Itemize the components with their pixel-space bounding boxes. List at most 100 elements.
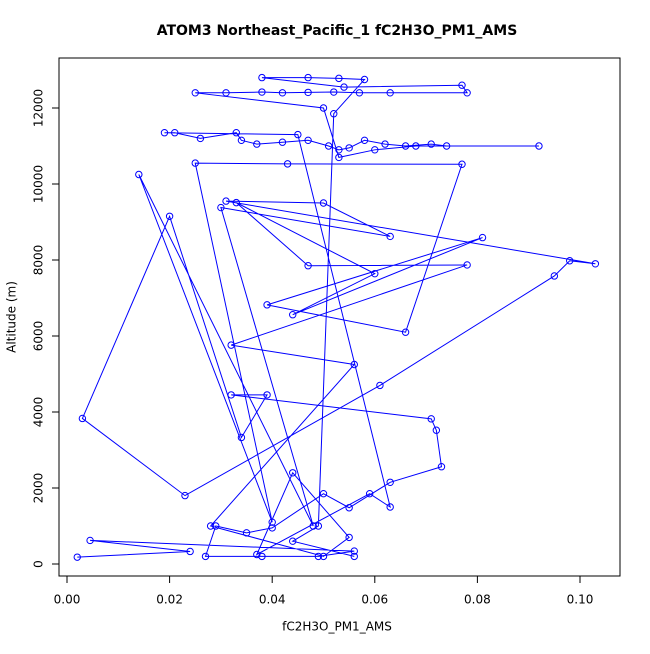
y-tick-label: 8000 <box>32 245 46 276</box>
x-tick-label: 0.02 <box>156 593 183 607</box>
data-point <box>401 142 410 150</box>
data-point <box>350 547 358 555</box>
data-point <box>304 262 312 270</box>
data-point <box>191 159 199 167</box>
data-point <box>232 198 240 207</box>
data-point <box>314 552 323 561</box>
data-point <box>212 522 220 530</box>
data-point <box>437 463 446 471</box>
data-point <box>478 233 487 242</box>
data-point <box>591 260 600 268</box>
data-point <box>283 160 292 168</box>
data-point <box>304 73 312 82</box>
data-point <box>432 426 441 434</box>
data-point <box>319 104 328 112</box>
data-point <box>319 199 328 207</box>
data-point <box>386 503 394 511</box>
data-point <box>427 415 435 423</box>
data-point <box>206 522 215 530</box>
data-point <box>294 130 302 139</box>
data-point <box>458 81 466 89</box>
data-point <box>237 433 246 442</box>
y-tick-label: 10000 <box>32 165 46 203</box>
data-point <box>550 272 559 280</box>
data-point <box>386 478 394 486</box>
data-point <box>376 381 384 390</box>
data-point <box>227 391 235 399</box>
data-point <box>181 491 189 500</box>
data-point <box>360 75 369 84</box>
data-point <box>222 89 230 97</box>
data-point <box>258 88 266 96</box>
y-tick-label: 6000 <box>32 321 46 352</box>
data-point <box>335 153 343 162</box>
data-point <box>186 547 194 556</box>
data-point <box>330 88 338 96</box>
data-point <box>304 136 312 145</box>
data-point <box>165 212 174 221</box>
data-point <box>350 360 358 369</box>
data-point <box>371 269 379 278</box>
x-tick-label: 0.04 <box>259 593 286 607</box>
data-point <box>345 504 353 512</box>
data-point <box>427 140 435 148</box>
data-point <box>73 553 81 561</box>
data-point <box>535 142 543 150</box>
data-point <box>335 74 343 83</box>
data-point <box>253 550 261 559</box>
data-point <box>258 552 266 561</box>
data-point <box>160 129 169 137</box>
data-point <box>319 489 328 498</box>
data-point <box>253 140 261 148</box>
data-point <box>386 89 394 97</box>
y-tick-label: 2000 <box>32 473 46 504</box>
y-tick-label: 12000 <box>32 89 46 127</box>
data-point <box>278 89 287 97</box>
data-point <box>268 524 276 532</box>
data-point <box>237 136 246 145</box>
data-point <box>263 391 271 399</box>
data-point <box>289 311 297 319</box>
data-point <box>330 110 338 118</box>
data-point <box>458 160 466 168</box>
data-point <box>196 134 205 143</box>
chart-title: ATOM3 Northeast_Pacific_1 fC2H3O_PM1_AMS <box>157 23 518 39</box>
data-point <box>566 257 574 265</box>
data-point <box>222 197 230 205</box>
data-point <box>78 414 87 423</box>
data-point <box>86 536 94 545</box>
data-point <box>304 88 312 97</box>
x-tick-label: 0.10 <box>567 593 594 607</box>
data-point <box>365 489 374 498</box>
data-point <box>319 552 328 561</box>
data-point <box>360 136 369 145</box>
data-point <box>263 301 271 309</box>
data-point <box>412 142 420 150</box>
data-point <box>258 73 266 82</box>
x-tick-label: 0.08 <box>464 593 491 607</box>
data-point <box>201 552 210 561</box>
data-point <box>227 341 235 349</box>
data-point <box>278 138 287 146</box>
data-point <box>289 537 297 545</box>
y-tick-label: 0 <box>32 560 46 568</box>
y-tick-label: 4000 <box>32 397 46 428</box>
data-point <box>232 129 240 137</box>
data-point <box>217 203 225 212</box>
data-point <box>386 232 394 241</box>
data-point <box>289 469 297 477</box>
data-point <box>401 328 410 336</box>
data-point <box>242 529 251 537</box>
data-point <box>135 170 143 179</box>
data-point <box>345 533 353 542</box>
x-tick-label: 0.06 <box>361 593 388 607</box>
data-point <box>442 142 451 150</box>
data-point <box>171 129 179 137</box>
data-point <box>335 146 343 154</box>
data-point <box>191 89 199 97</box>
data-point <box>355 89 364 97</box>
data-point <box>350 552 358 561</box>
x-tick-label: 0.00 <box>54 593 81 607</box>
